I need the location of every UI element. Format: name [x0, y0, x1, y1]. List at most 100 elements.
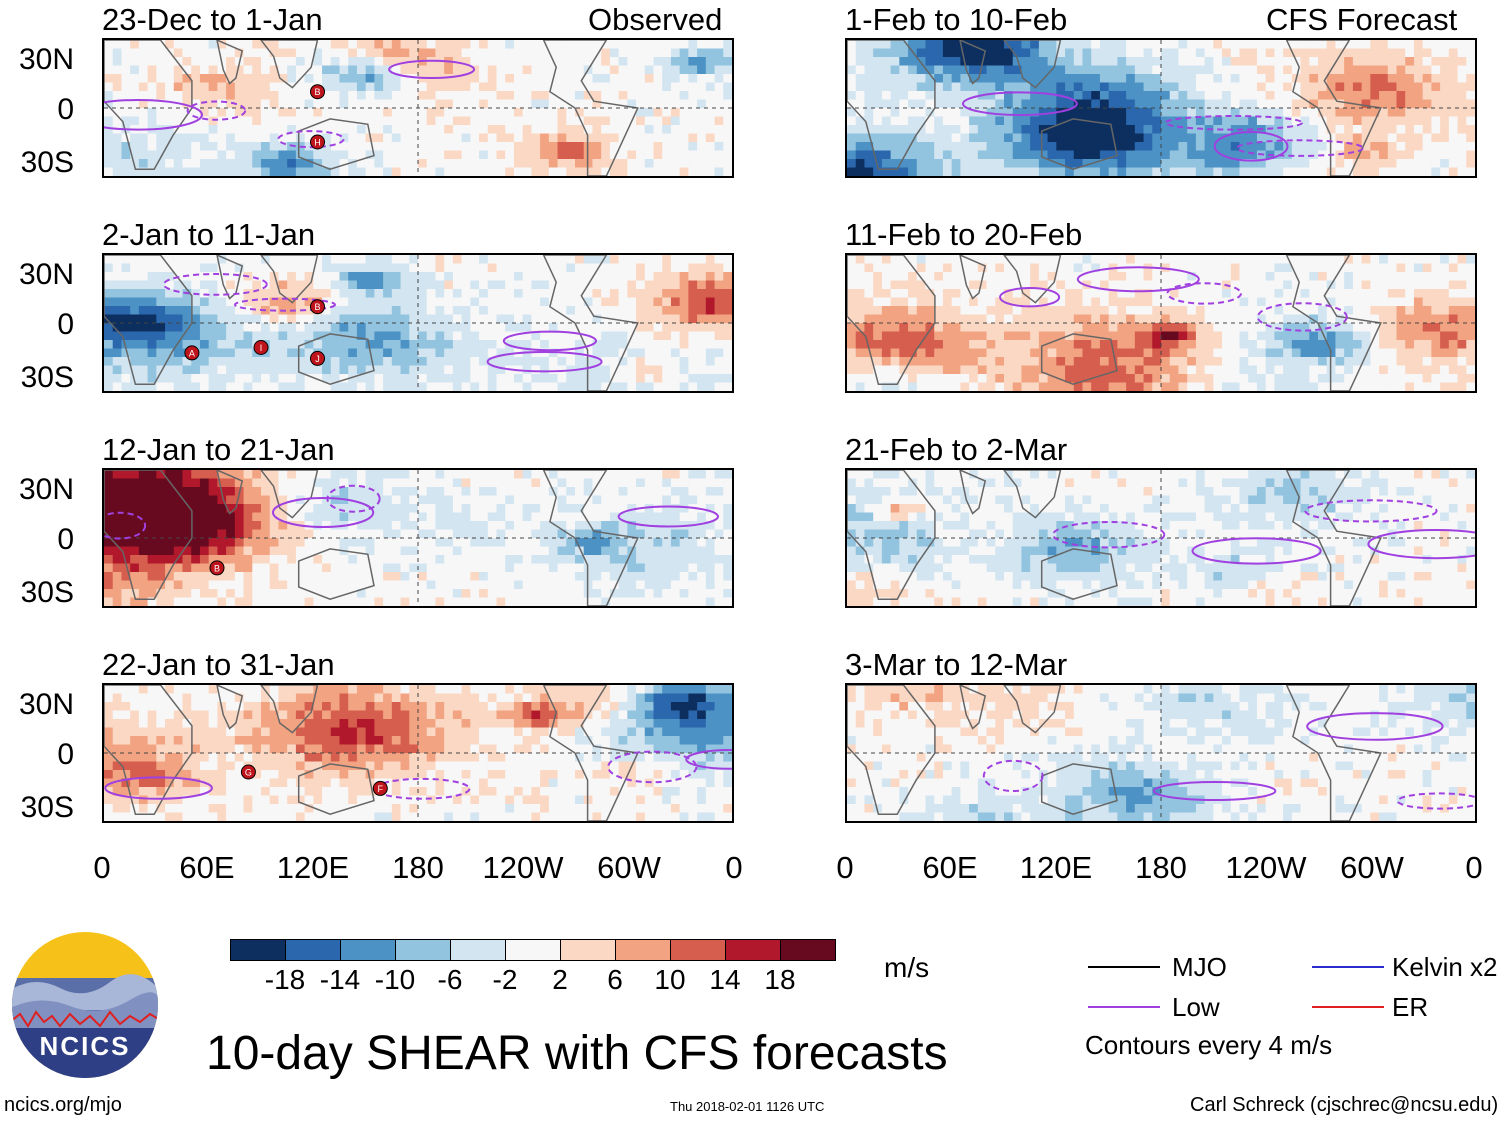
heatmap-cell: [444, 795, 454, 805]
heatmap-cell: [348, 546, 358, 556]
heatmap-cell: [391, 357, 402, 367]
heatmap-cell: [226, 57, 236, 67]
heatmap-cell: [374, 65, 384, 75]
heatmap-cell: [566, 702, 576, 712]
heatmap-cell: [601, 693, 611, 703]
heatmap-cell: [644, 753, 655, 763]
heatmap-cell: [653, 382, 663, 391]
heatmap-cell: [295, 91, 306, 101]
heatmap-cell: [104, 116, 114, 126]
heatmap-cell: [173, 116, 184, 126]
heatmap-cell: [409, 65, 419, 75]
heatmap-cell: [714, 710, 724, 720]
heatmap-cell: [705, 57, 716, 67]
heatmap-cell: [461, 167, 471, 176]
heatmap-cell: [522, 48, 532, 58]
heatmap-cell: [365, 57, 375, 67]
heatmap-cell: [566, 563, 576, 573]
heatmap-cell: [1056, 74, 1066, 84]
heatmap-cell: [609, 727, 620, 737]
heatmap-cell: [278, 753, 288, 763]
heatmap-cell: [592, 727, 602, 737]
heatmap-cell: [847, 57, 857, 67]
heatmap-cell: [977, 74, 988, 84]
land-outline: [297, 118, 375, 170]
heatmap-cell: [592, 57, 602, 67]
heatmap-cell: [592, 504, 602, 514]
heatmap-cell: [1352, 48, 1363, 58]
heatmap-cell: [217, 787, 227, 797]
heatmap-cell: [609, 504, 620, 514]
heatmap-cell: [487, 693, 498, 703]
heatmap-cell: [679, 116, 689, 126]
heatmap-cell: [217, 478, 227, 488]
heatmap-cell: [208, 770, 218, 780]
heatmap-cell: [601, 91, 611, 101]
heatmap-cell: [697, 159, 707, 169]
heatmap-cell: [470, 521, 480, 531]
heatmap-cell: [487, 323, 498, 333]
heatmap-cell: [217, 142, 227, 152]
heatmap-cell: [505, 91, 515, 101]
heatmap-cell: [513, 374, 524, 384]
heatmap-cell: [723, 348, 732, 358]
heatmap-cell: [670, 736, 681, 746]
heatmap-cell: [627, 125, 637, 135]
heatmap-cell: [173, 133, 184, 143]
heatmap-cell: [409, 710, 419, 720]
heatmap-cell: [1195, 65, 1206, 75]
heatmap-cell: [409, 512, 419, 522]
heatmap-cell: [609, 108, 620, 118]
heatmap-cell: [714, 82, 724, 92]
heatmap-cell: [479, 340, 489, 350]
heatmap-cell: [130, 263, 140, 273]
heatmap-cell: [261, 727, 271, 737]
heatmap-cell: [191, 487, 201, 497]
heatmap-cell: [697, 710, 707, 720]
heatmap-cell: [723, 546, 732, 556]
heatmap-cell: [409, 495, 419, 505]
heatmap-cell: [592, 159, 602, 169]
heatmap-cell: [513, 331, 524, 341]
heatmap-cell: [278, 795, 288, 805]
heatmap-cell: [165, 116, 175, 126]
heatmap-cell: [374, 289, 384, 299]
heatmap-cell: [147, 727, 157, 737]
heatmap-cell: [653, 280, 663, 290]
heatmap-cell: [339, 74, 349, 84]
heatmap-cell: [487, 719, 498, 729]
heatmap-cell: [566, 736, 576, 746]
heatmap-field: GF: [104, 685, 732, 821]
heatmap-cell: [138, 504, 149, 514]
heatmap-cell: [356, 340, 367, 350]
heatmap-cell: [121, 297, 131, 307]
heatmap-cell: [540, 263, 550, 273]
heatmap-cell: [934, 74, 944, 84]
heatmap-cell: [452, 512, 463, 522]
heatmap-cell: [287, 255, 297, 265]
heatmap-cell: [714, 804, 724, 814]
heatmap-cell: [540, 795, 550, 805]
heatmap-cell: [452, 150, 463, 160]
heatmap-cell: [269, 546, 280, 556]
heatmap-cell: [383, 702, 393, 712]
heatmap-cell: [662, 529, 672, 539]
heatmap-cell: [156, 340, 166, 350]
heatmap-cell: [1082, 65, 1092, 75]
heatmap-cell: [356, 487, 367, 497]
heatmap-cell: [479, 589, 489, 599]
heatmap-cell: [234, 770, 245, 780]
heatmap-cell: [890, 74, 900, 84]
heatmap-cell: [356, 795, 367, 805]
heatmap-cell: [522, 314, 532, 324]
heatmap-cell: [147, 702, 157, 712]
heatmap-cell: [418, 289, 428, 299]
heatmap-cell: [444, 778, 454, 788]
heatmap-cell: [365, 761, 375, 771]
heatmap-cell: [705, 555, 716, 565]
heatmap-cell: [513, 263, 524, 273]
heatmap-cell: [435, 563, 445, 573]
heatmap-cell: [942, 48, 953, 58]
heatmap-cell: [496, 82, 506, 92]
heatmap-cell: [112, 529, 123, 539]
